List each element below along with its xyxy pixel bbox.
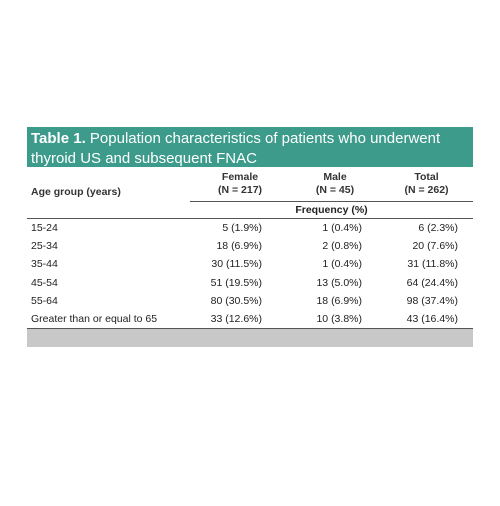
frequency-cell: 13 (5.0%) [316, 276, 362, 289]
frequency-cell: 18 (6.9%) [316, 294, 362, 307]
frequency-cell: 1 (0.4%) [322, 221, 362, 234]
table-figure: Table 1. Population characteristics of p… [27, 127, 473, 348]
title-text: Population characteristics of patients w… [31, 130, 441, 167]
age-group-cell: 15-24 [31, 221, 58, 234]
column-header: Total (N = 262) [380, 167, 473, 201]
table-footer-bar [27, 328, 473, 348]
frequency-cell: 6 (2.3%) [418, 221, 458, 234]
column-header-line: (N = 262) [404, 183, 449, 196]
frequency-cell: 10 (3.8%) [316, 313, 362, 326]
frequency-cell: 64 (24.4%) [406, 276, 458, 289]
age-group-cell: Greater than or equal to 65 [31, 313, 158, 326]
frequency-cell: 20 (7.6%) [412, 239, 458, 252]
data-row: 25-34 18 (6.9%) 2 (0.8%) 20 (7.6%) [27, 237, 473, 255]
blank-cell [27, 201, 190, 219]
column-header-line: Male [323, 170, 347, 183]
frequency-cell: 33 (12.6%) [210, 313, 262, 326]
header-row: Age group (years) Female (N = 217) Male (N … [27, 167, 473, 201]
data-row: 45-54 51 (19.5%) 13 (5.0%) 64 (24.4%) [27, 273, 473, 291]
column-header: Female (N = 217) [190, 167, 290, 201]
frequency-cell: 43 (16.4%) [406, 313, 458, 326]
column-header-line: (N = 45) [315, 183, 355, 196]
data-row: 55-64 80 (30.5%) 18 (6.9%) 98 (37.4%) [27, 292, 473, 310]
frequency-cell: 5 (1.9%) [222, 221, 262, 234]
frequency-cell: 30 (11.5%) [211, 258, 262, 271]
data-row: 15-24 5 (1.9%) 1 (0.4%) 6 (2.3%) [27, 218, 473, 237]
age-group-cell: 35-44 [31, 258, 58, 271]
frequency-cell: 2 (0.8%) [322, 239, 362, 252]
data-row: Greater than or equal to 65 33 (12.6%) 10 … [27, 310, 473, 328]
frequency-label: Frequency (%) [190, 200, 473, 219]
column-header-line: Female [221, 170, 259, 183]
table-title: Table 1. Population characteristics of p… [27, 127, 473, 167]
frequency-cell: 18 (6.9%) [216, 239, 262, 252]
frequency-row: Frequency (%) [27, 200, 473, 219]
column-header: Male (N = 45) [290, 167, 380, 201]
data-table: Age group (years) Female (N = 217) Male (N … [27, 167, 473, 328]
frequency-cell: 31 (11.8%) [407, 258, 458, 271]
data-row: 35-44 30 (11.5%) 1 (0.4%) 31 (11.8%) [27, 255, 473, 273]
column-header-line: (N = 217) [217, 183, 263, 196]
frequency-cell: 1 (0.4%) [322, 258, 362, 271]
title-label: Table 1. [31, 130, 86, 147]
age-header: Age group (years) [31, 186, 121, 198]
age-group-cell: 45-54 [31, 276, 58, 289]
frequency-cell: 51 (19.5%) [210, 276, 262, 289]
frequency-cell: 80 (30.5%) [210, 294, 262, 307]
age-group-cell: 25-34 [31, 239, 58, 252]
column-header-line: Total [414, 170, 439, 183]
table-body: Age group (years) Female (N = 217) Male (N … [27, 167, 473, 328]
age-group-cell: 55-64 [31, 294, 58, 307]
frequency-cell: 98 (37.4%) [406, 294, 458, 307]
